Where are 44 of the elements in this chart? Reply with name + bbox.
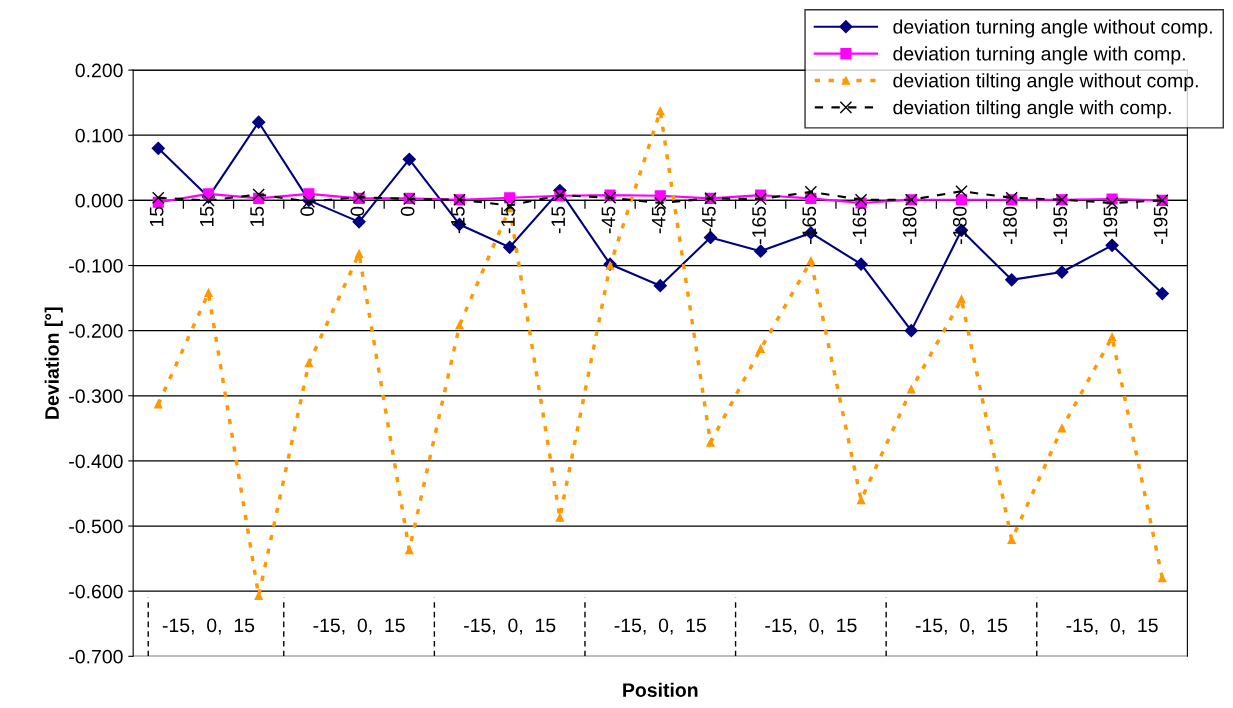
x-tick-label: -45: [601, 206, 616, 234]
x-tick-label: 15: [200, 206, 214, 227]
x-axis-title: Position: [623, 682, 698, 697]
legend-label: deviation tilting angle without comp.: [893, 73, 1198, 92]
y-tick-label: -0.100: [69, 258, 123, 273]
x-tick-label: 0: [400, 206, 415, 216]
y-tick-label: -0.600: [69, 584, 123, 599]
legend-label: deviation turning angle with comp.: [893, 46, 1185, 65]
annotation: -15, 0, 15: [1066, 618, 1158, 635]
annotation: -15, 0, 15: [915, 618, 1008, 635]
x-tick-label: -15: [451, 206, 465, 234]
x-tick-label: -195: [1053, 206, 1068, 244]
y-tick-label: 0.200: [75, 63, 123, 78]
x-tick-label: -45: [651, 206, 666, 234]
x-tick-label: -15: [501, 206, 515, 234]
x-tick-label: -180: [952, 206, 967, 244]
annotation: -15, 0, 15: [162, 618, 255, 635]
annotation: -15, 0, 15: [614, 618, 706, 635]
x-tick-label: 0: [300, 206, 315, 216]
y-tick-label: 0.100: [75, 128, 123, 143]
y-tick-label: -0.300: [69, 389, 123, 404]
x-tick-label: -195: [1153, 206, 1168, 244]
x-tick-label: 15: [250, 206, 264, 227]
legend-label: deviation turning angle without comp.: [893, 19, 1212, 38]
x-tick-label: -165: [802, 206, 817, 244]
y-tick-label: -0.500: [69, 519, 123, 534]
x-tick-label: -195: [1103, 206, 1118, 244]
x-tick-label: -165: [752, 206, 766, 244]
x-tick-label: -45: [702, 206, 716, 234]
x-tick-label: -180: [902, 206, 917, 244]
y-tick-label: 0.000: [75, 193, 123, 208]
y-tick-label: -0.400: [69, 454, 123, 469]
x-tick-label: 15: [149, 206, 164, 227]
y-axis-title: Deviation [°]: [44, 307, 63, 419]
y-tick-label: -0.700: [69, 649, 123, 664]
annotation: -15, 0, 15: [464, 618, 556, 635]
x-tick-label: -15: [551, 206, 566, 234]
x-tick-label: 0: [350, 206, 365, 216]
annotation: -15, 0, 15: [313, 618, 405, 635]
annotation: -15, 0, 15: [765, 618, 857, 635]
x-tick-label: -180: [1003, 206, 1017, 244]
legend-label: deviation tilting angle with comp.: [893, 100, 1171, 119]
x-tick-label: -165: [852, 206, 867, 244]
y-tick-label: -0.200: [69, 324, 123, 338]
